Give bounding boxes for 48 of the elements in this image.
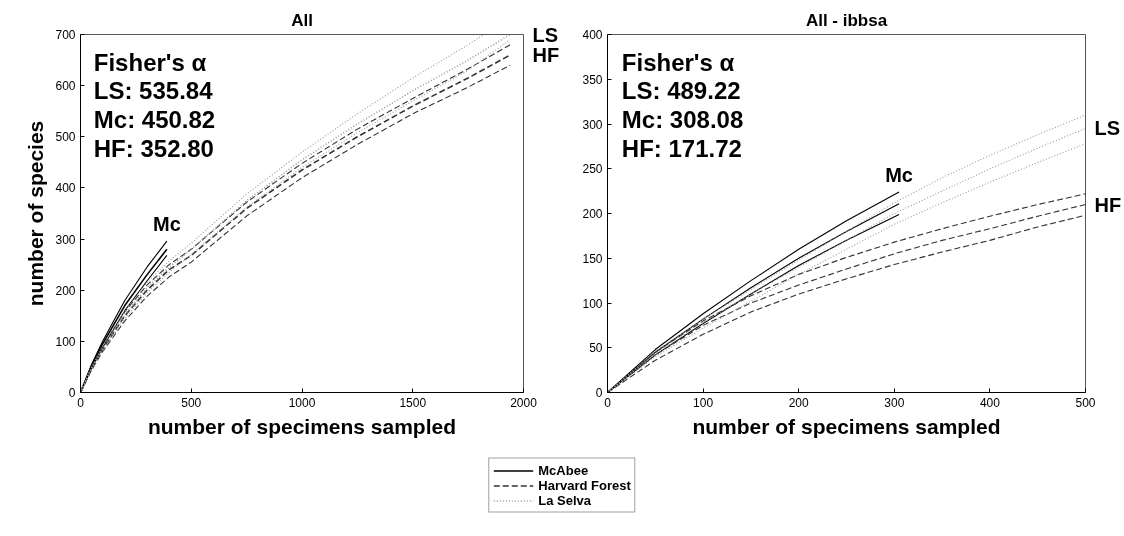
annotation: HF: 352.80 — [93, 134, 214, 162]
y-tick-label: 0 — [68, 386, 76, 400]
y-tick-label: 200 — [582, 207, 603, 221]
x-tick-label: 200 — [788, 395, 810, 410]
x-axis-title: number of specimens sampled — [147, 414, 457, 438]
annotation: Mc: 308.08 — [621, 106, 744, 134]
y-tick-label: 200 — [55, 283, 76, 298]
x-tick-label: 100 — [693, 395, 714, 410]
annotation: Mc — [885, 164, 913, 187]
annotation: LS — [532, 23, 559, 46]
annotation: HF: 171.72 — [621, 134, 742, 162]
annotation: HF — [1094, 193, 1122, 216]
x-tick-label: 1000 — [288, 395, 316, 410]
y-tick-label: 0 — [595, 386, 603, 400]
y-tick-label: 300 — [582, 117, 603, 132]
annotation: LS — [1094, 117, 1121, 140]
y-tick-label: 100 — [55, 334, 76, 349]
annotation: HF — [532, 43, 560, 66]
x-tick-label: 300 — [884, 395, 905, 410]
y-tick-label: 50 — [589, 341, 603, 356]
y-tick-label: 500 — [55, 130, 76, 145]
annotation: Fisher's α — [621, 48, 735, 76]
y-tick-label: 700 — [55, 28, 76, 42]
y-tick-label: 400 — [582, 28, 603, 42]
y-axis-title: number of species — [24, 120, 48, 307]
chart-title: All — [291, 10, 313, 30]
x-tick-label: 500 — [1075, 395, 1096, 410]
legend-label: McAbee — [538, 462, 589, 478]
legend-label: La Selva — [538, 492, 592, 508]
annotation: LS: 535.84 — [93, 77, 214, 105]
y-tick-label: 350 — [582, 72, 603, 87]
x-tick-label: 1500 — [399, 395, 427, 410]
y-tick-label: 100 — [582, 296, 603, 311]
annotation: Mc: 450.82 — [93, 106, 216, 134]
x-tick-label: 2000 — [510, 395, 538, 410]
x-tick-label: 400 — [979, 395, 1001, 410]
annotation: Mc — [152, 213, 181, 236]
annotation: Fisher's α — [93, 48, 207, 76]
y-tick-label: 600 — [55, 79, 76, 94]
y-tick-label: 250 — [582, 162, 603, 177]
y-tick-label: 400 — [55, 181, 76, 196]
chart-title: All - ibbsa — [805, 10, 888, 30]
legend-label: Harvard Forest — [538, 477, 631, 493]
y-tick-label: 300 — [55, 232, 76, 247]
y-tick-label: 150 — [582, 251, 603, 266]
x-axis-title: number of specimens sampled — [692, 414, 1001, 438]
x-tick-label: 500 — [181, 395, 202, 410]
annotation: LS: 489.22 — [621, 77, 741, 105]
